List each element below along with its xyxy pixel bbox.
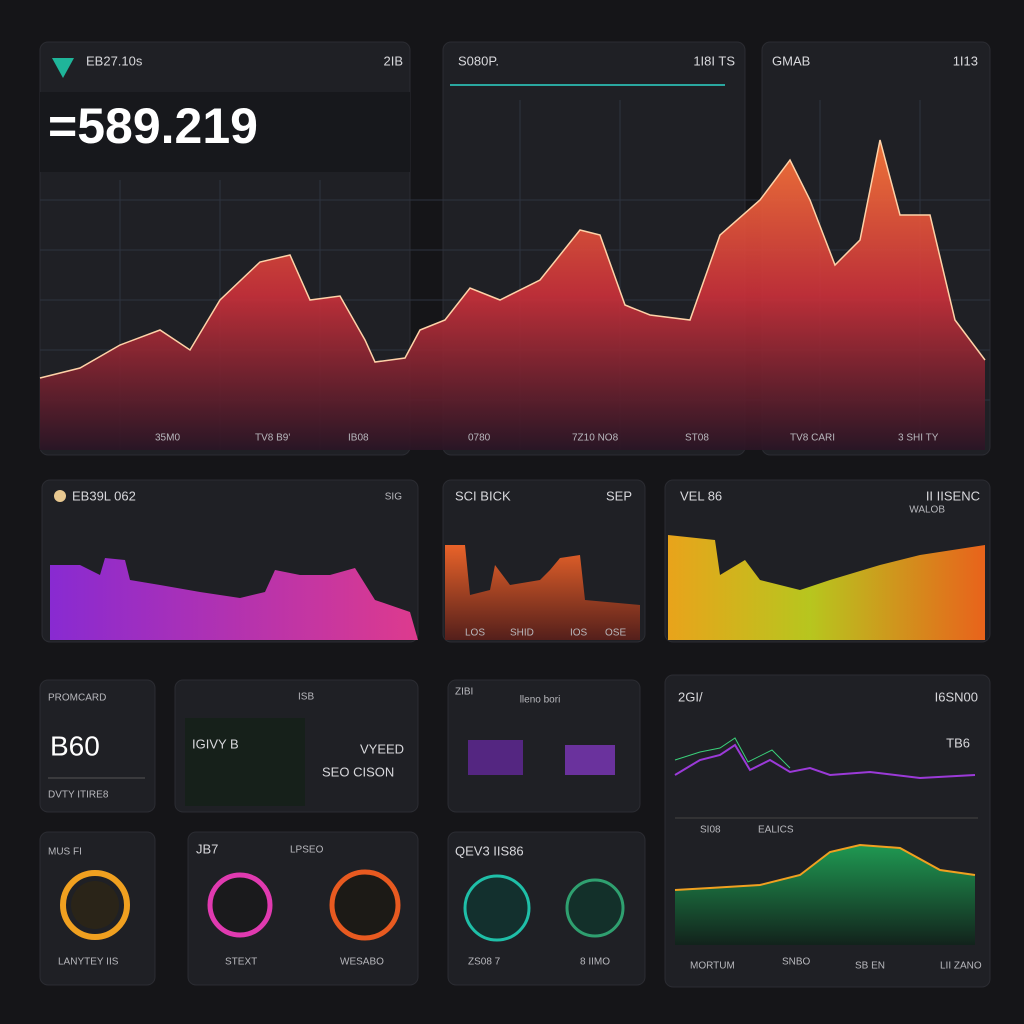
area-line (674, 843, 976, 891)
panel-title: SCI BICK (455, 488, 511, 503)
card-footer: DVTY ITIRE8 (48, 790, 109, 801)
card-title: JB7 (196, 841, 218, 856)
line-chart (674, 743, 976, 780)
axis-label: OSE (605, 628, 626, 639)
panel-sub: WALOB (909, 505, 945, 516)
panel-tag: I6SN00 (935, 689, 978, 704)
mid-label: EALICS (758, 825, 794, 836)
axis-label: IB08 (348, 433, 369, 444)
card-label: WESABO (340, 957, 384, 968)
price-box (40, 92, 410, 172)
bar-chart (445, 545, 640, 640)
card (447, 831, 646, 986)
panel-title: VEL 86 (680, 488, 722, 503)
axis-label: TV8 B9' (255, 433, 290, 444)
area-line (39, 139, 986, 379)
axis-label: LOS (465, 628, 485, 639)
badge: 2IB (383, 53, 403, 68)
panel-title: S080P. (458, 53, 499, 68)
panel-title: 2GI/ (678, 689, 703, 704)
card-title: ISB (298, 692, 314, 703)
coin (71, 881, 119, 929)
card (39, 679, 156, 813)
card-title: PROMCARD (48, 693, 106, 704)
axis-label: 7Z10 NO8 (572, 433, 619, 444)
card-text: VYEED (360, 741, 404, 756)
ticker: EB27.10s (86, 53, 143, 68)
panel-tag: SEP (606, 488, 632, 503)
coin (565, 878, 625, 938)
card-label: 8 IIMO (580, 957, 610, 968)
mid-label: SI08 (700, 825, 721, 836)
axis-label: LII ZANO (940, 961, 982, 972)
badge: TB6 (946, 735, 970, 750)
coin (463, 874, 531, 942)
panel-tag: II IISENC (926, 488, 980, 503)
card-title: QEV3 IIS86 (455, 843, 524, 858)
bar-chart (50, 558, 418, 640)
panel-tag: 1I13 (953, 53, 978, 68)
panel-tag: 1I8I TS (693, 53, 735, 68)
block (565, 745, 615, 775)
icon (54, 490, 66, 502)
card-tag: LPSEO (290, 845, 324, 856)
card-footer: LANYTEY IIS (58, 957, 119, 968)
card-title: ZIBI (455, 687, 473, 698)
axis-label: ST08 (685, 433, 709, 444)
bar-chart (668, 535, 985, 640)
area-chart (675, 845, 975, 945)
block (468, 740, 523, 775)
axis-label: MORTUM (690, 961, 735, 972)
axis-label: SB EN (855, 961, 885, 972)
panel-title: GMAB (772, 53, 810, 68)
line-chart (674, 737, 791, 769)
axis-label: 0780 (468, 433, 491, 444)
axis-label: 3 SHI TY (898, 433, 939, 444)
card (447, 679, 641, 813)
coin-ring (207, 872, 273, 938)
card-text: IGIVY B (192, 736, 239, 751)
card-label: ZS08 7 (468, 957, 501, 968)
card-title: MUS FI (48, 847, 82, 858)
card-value: B60 (50, 730, 100, 761)
axis-label: 35M0 (155, 433, 180, 444)
area-chart (40, 140, 985, 450)
axis-label: IOS (570, 628, 588, 639)
price: =589.219 (48, 98, 258, 154)
card-label: STEXT (225, 957, 257, 968)
axis-label: TV8 CARI (790, 433, 835, 444)
card-subtitle: lleno bori (520, 695, 561, 706)
panel-title: EB39L 062 (72, 488, 136, 503)
sub-card (185, 718, 305, 806)
panel-tag: SIG (385, 492, 402, 503)
coin-ring (60, 870, 130, 940)
axis-label: SHID (510, 628, 534, 639)
logo (52, 58, 74, 78)
card-text: SEO CISON (322, 764, 394, 779)
axis-label: SNBO (782, 957, 811, 968)
coin-ring (329, 869, 401, 941)
